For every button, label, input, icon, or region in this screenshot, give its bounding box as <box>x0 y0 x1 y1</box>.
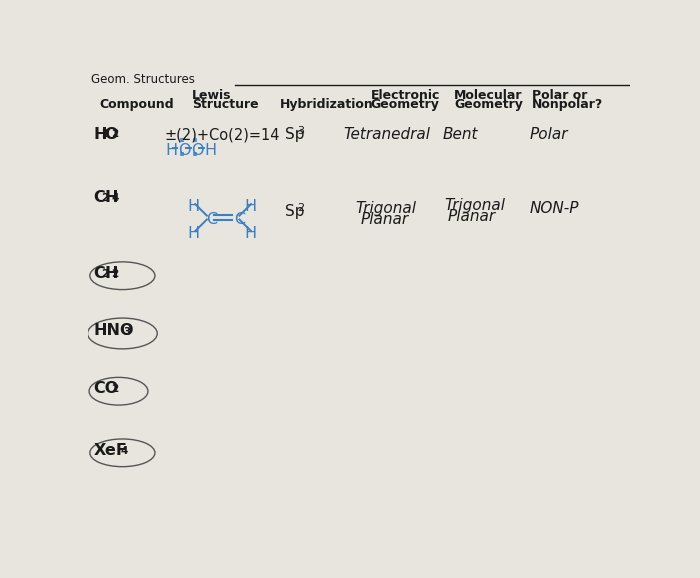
Text: CO: CO <box>94 381 119 396</box>
Text: O: O <box>191 143 204 158</box>
Text: Polar or: Polar or <box>531 88 587 102</box>
Text: Molecular: Molecular <box>454 88 523 102</box>
Text: 3: 3 <box>123 327 130 336</box>
Text: H: H <box>188 199 200 214</box>
Text: Polar: Polar <box>529 127 568 142</box>
Text: ±(2)+Co(2)=14: ±(2)+Co(2)=14 <box>165 127 281 142</box>
Text: H: H <box>94 127 107 142</box>
Text: 2: 2 <box>101 129 108 139</box>
Text: H: H <box>245 227 257 242</box>
Text: C: C <box>94 266 106 281</box>
Text: 2: 2 <box>101 269 108 279</box>
Text: Tetranedral: Tetranedral <box>343 127 430 142</box>
Text: Electronic: Electronic <box>370 88 440 102</box>
Text: Bent: Bent <box>442 127 478 142</box>
Text: Structure: Structure <box>192 98 259 111</box>
Text: Trigonal: Trigonal <box>355 201 416 216</box>
Text: 2: 2 <box>111 269 119 279</box>
Text: Sp: Sp <box>285 127 304 142</box>
Text: Geom. Structures: Geom. Structures <box>92 73 195 86</box>
Text: Planar: Planar <box>361 212 409 227</box>
Text: H: H <box>188 227 200 242</box>
Text: Sp: Sp <box>285 204 304 219</box>
Text: HNO: HNO <box>94 324 134 339</box>
Text: Compound: Compound <box>99 98 174 111</box>
Text: O: O <box>104 127 118 142</box>
Text: NON-P: NON-P <box>529 201 579 216</box>
Text: 2: 2 <box>101 192 108 202</box>
Text: O: O <box>178 143 190 158</box>
Text: Geometry: Geometry <box>454 98 523 111</box>
Text: 2: 2 <box>298 202 304 213</box>
Text: H: H <box>204 143 217 158</box>
Text: Planar: Planar <box>448 209 496 224</box>
Text: XeF: XeF <box>94 443 127 458</box>
Text: 3: 3 <box>298 125 304 136</box>
Text: H: H <box>165 143 177 158</box>
Text: H: H <box>245 199 257 214</box>
Text: C: C <box>94 190 106 205</box>
Text: C: C <box>206 212 217 227</box>
Text: 2: 2 <box>111 129 119 139</box>
Text: Trigonal: Trigonal <box>444 198 505 213</box>
Text: 2: 2 <box>111 384 118 394</box>
Text: Geometry: Geometry <box>370 98 440 111</box>
Text: Hybridization: Hybridization <box>280 98 374 111</box>
Text: Lewis: Lewis <box>192 88 232 102</box>
Text: 4: 4 <box>120 446 127 456</box>
Text: Nonpolar?: Nonpolar? <box>531 98 603 111</box>
Text: H: H <box>104 190 118 205</box>
Text: H: H <box>104 266 118 281</box>
Text: C: C <box>234 212 245 227</box>
Text: 4: 4 <box>111 192 119 202</box>
